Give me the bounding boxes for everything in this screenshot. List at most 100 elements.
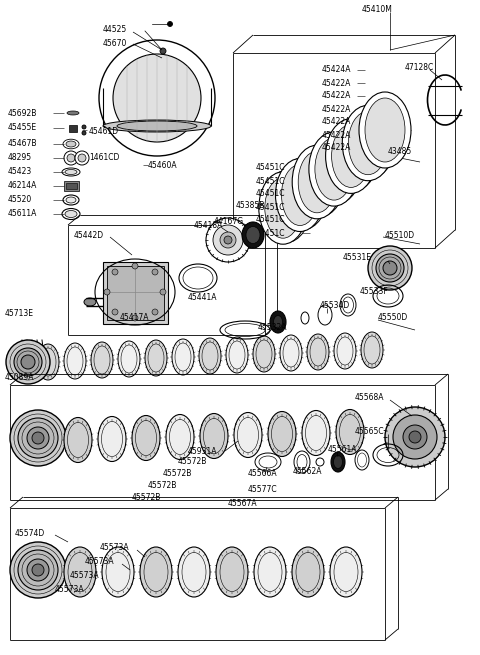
- Ellipse shape: [317, 136, 358, 200]
- Ellipse shape: [335, 122, 374, 187]
- Text: 45550D: 45550D: [378, 314, 408, 322]
- Text: 45520: 45520: [8, 195, 32, 204]
- Circle shape: [75, 151, 89, 165]
- Text: 45424A: 45424A: [322, 66, 351, 75]
- Ellipse shape: [99, 40, 215, 156]
- Ellipse shape: [62, 208, 80, 219]
- Text: 45713E: 45713E: [5, 309, 34, 318]
- Ellipse shape: [281, 164, 319, 225]
- Bar: [66, 183, 77, 189]
- Text: 45422A: 45422A: [322, 143, 351, 153]
- Text: 45532A: 45532A: [258, 324, 288, 333]
- Ellipse shape: [274, 316, 283, 329]
- Ellipse shape: [265, 178, 301, 238]
- Text: 45460A: 45460A: [148, 160, 178, 170]
- Text: 45451C: 45451C: [256, 229, 286, 238]
- Ellipse shape: [103, 120, 211, 132]
- Ellipse shape: [102, 547, 134, 597]
- Circle shape: [32, 564, 44, 576]
- Circle shape: [112, 309, 118, 315]
- Bar: [103, 262, 168, 324]
- Circle shape: [14, 348, 42, 376]
- Ellipse shape: [280, 335, 302, 371]
- Ellipse shape: [145, 340, 167, 376]
- Ellipse shape: [63, 140, 79, 149]
- Ellipse shape: [331, 452, 345, 472]
- Text: 45451C: 45451C: [256, 164, 286, 172]
- Ellipse shape: [266, 174, 307, 238]
- Ellipse shape: [365, 98, 405, 162]
- Text: 45574D: 45574D: [15, 529, 45, 538]
- Ellipse shape: [253, 336, 275, 372]
- Ellipse shape: [309, 132, 359, 206]
- Text: 45451C: 45451C: [256, 176, 286, 185]
- Circle shape: [393, 415, 437, 459]
- Ellipse shape: [334, 333, 356, 369]
- Circle shape: [213, 225, 243, 255]
- Ellipse shape: [342, 105, 394, 181]
- Text: 45572B: 45572B: [148, 481, 178, 489]
- Text: 45451C: 45451C: [256, 189, 286, 198]
- Ellipse shape: [279, 157, 327, 229]
- Ellipse shape: [172, 339, 194, 375]
- Circle shape: [385, 407, 445, 467]
- Text: 45422A: 45422A: [322, 117, 351, 126]
- Text: 45565C: 45565C: [355, 428, 384, 436]
- Ellipse shape: [348, 105, 396, 178]
- Bar: [64, 181, 79, 191]
- Ellipse shape: [330, 547, 362, 597]
- Text: 45510D: 45510D: [385, 231, 415, 240]
- Circle shape: [67, 154, 75, 162]
- Text: 45573A: 45573A: [70, 572, 100, 580]
- Ellipse shape: [334, 455, 343, 468]
- Ellipse shape: [307, 334, 329, 370]
- Ellipse shape: [336, 409, 364, 455]
- Text: 45568A: 45568A: [355, 394, 384, 403]
- Ellipse shape: [325, 119, 376, 193]
- Ellipse shape: [84, 298, 96, 306]
- Ellipse shape: [315, 138, 353, 200]
- Text: 45562A: 45562A: [293, 468, 323, 476]
- Ellipse shape: [118, 341, 140, 377]
- Text: 45422A: 45422A: [322, 79, 351, 88]
- Text: 45441A: 45441A: [188, 293, 217, 303]
- Circle shape: [132, 263, 138, 269]
- Ellipse shape: [166, 415, 194, 460]
- Text: 45418A: 45418A: [194, 221, 223, 229]
- Ellipse shape: [63, 195, 79, 205]
- Text: 45410M: 45410M: [362, 5, 393, 14]
- Ellipse shape: [67, 111, 79, 115]
- Circle shape: [383, 261, 397, 275]
- Ellipse shape: [298, 151, 336, 213]
- Text: 45422A: 45422A: [322, 105, 351, 113]
- Text: 45572B: 45572B: [163, 468, 192, 477]
- Circle shape: [64, 151, 78, 165]
- Ellipse shape: [65, 210, 77, 217]
- Circle shape: [18, 550, 58, 590]
- Ellipse shape: [98, 417, 126, 462]
- Circle shape: [403, 425, 427, 449]
- Text: 43485: 43485: [388, 147, 412, 157]
- Text: 45572B: 45572B: [132, 493, 161, 502]
- Text: 45577C: 45577C: [248, 485, 277, 495]
- Text: 45573A: 45573A: [100, 544, 130, 553]
- Circle shape: [409, 431, 421, 443]
- Ellipse shape: [331, 119, 379, 191]
- Text: 45461D: 45461D: [89, 128, 119, 136]
- Text: 45385B: 45385B: [236, 200, 265, 210]
- Ellipse shape: [64, 547, 96, 597]
- Circle shape: [21, 355, 35, 369]
- Ellipse shape: [292, 547, 324, 597]
- Text: 45567A: 45567A: [228, 498, 258, 508]
- Ellipse shape: [178, 547, 210, 597]
- Text: 45417A: 45417A: [120, 314, 149, 322]
- Text: 45692B: 45692B: [8, 109, 37, 117]
- Circle shape: [220, 232, 236, 248]
- Circle shape: [224, 236, 232, 244]
- Ellipse shape: [234, 413, 262, 457]
- Ellipse shape: [199, 338, 221, 374]
- Circle shape: [112, 269, 118, 275]
- Circle shape: [18, 418, 58, 458]
- Ellipse shape: [359, 92, 411, 168]
- Ellipse shape: [332, 124, 371, 187]
